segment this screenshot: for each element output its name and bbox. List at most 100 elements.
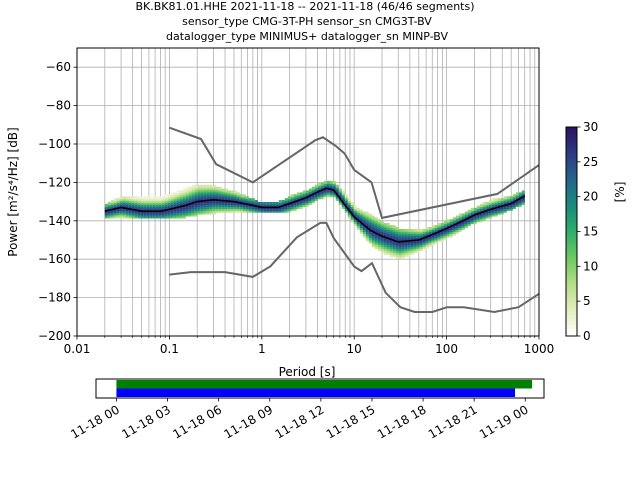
- histogram-cell: [110, 211, 114, 215]
- histogram-cell: [380, 221, 384, 225]
- histogram-cell: [419, 234, 423, 238]
- histogram-cell: [437, 227, 441, 230]
- histogram-cell: [353, 219, 357, 223]
- mode-curve-layer: [104, 187, 526, 243]
- histogram-cell: [383, 240, 387, 244]
- histogram-cell: [188, 203, 192, 207]
- histogram-cell: [491, 205, 495, 209]
- histogram-cell: [383, 242, 387, 246]
- histogram-cell: [149, 203, 153, 207]
- histogram-cell: [146, 215, 150, 219]
- histogram-cell: [413, 246, 417, 250]
- histogram-cell: [131, 205, 135, 209]
- histogram-cell: [221, 190, 225, 194]
- histogram-cell: [176, 209, 180, 213]
- histogram-cell: [512, 202, 516, 205]
- histogram-cell: [140, 198, 144, 202]
- histogram-cell: [161, 215, 165, 219]
- histogram-cell: [437, 236, 441, 240]
- histogram-cell: [383, 234, 387, 238]
- histogram-cell: [404, 228, 408, 232]
- histogram-cell: [311, 200, 315, 204]
- histogram-cell: [176, 213, 180, 217]
- histogram-cell: [431, 234, 435, 238]
- histogram-cell: [194, 190, 198, 194]
- histogram-cell: [368, 234, 372, 238]
- histogram-cell: [509, 203, 513, 207]
- histogram-cell: [146, 205, 150, 209]
- histogram-cell: [473, 217, 477, 221]
- histogram-cell: [224, 194, 228, 198]
- histogram-cell: [107, 211, 111, 215]
- histogram-cell: [200, 209, 204, 213]
- histogram-cell: [269, 209, 273, 213]
- histogram-cell: [377, 234, 381, 238]
- histogram-cell: [398, 230, 402, 234]
- histogram-cell: [416, 242, 420, 246]
- histogram-cell: [197, 184, 201, 188]
- histogram-cell: [143, 215, 147, 219]
- histogram-cell: [386, 230, 390, 234]
- histogram-cell: [215, 202, 219, 205]
- histogram-cell: [245, 202, 249, 205]
- histogram-cell: [341, 198, 345, 202]
- histogram-cell: [368, 221, 372, 225]
- histogram-cell: [434, 238, 438, 242]
- histogram-cell: [416, 236, 420, 240]
- histogram-cell: [338, 202, 342, 205]
- histogram-cell: [131, 203, 135, 207]
- histogram-cell: [359, 211, 363, 215]
- histogram-cell: [107, 202, 111, 205]
- histogram-cell: [251, 209, 255, 213]
- histogram-cell: [194, 198, 198, 202]
- histogram-cell: [398, 238, 402, 242]
- histogram-cell: [419, 240, 423, 244]
- histogram-cell: [518, 200, 522, 204]
- histogram-cell: [377, 227, 381, 230]
- histogram-cell: [200, 192, 204, 196]
- histogram-cell: [269, 203, 273, 207]
- histogram-cell: [239, 209, 243, 213]
- histogram-cell: [410, 248, 414, 252]
- histogram-cell: [110, 215, 114, 219]
- histogram-cell: [224, 196, 228, 200]
- histogram-cell: [440, 234, 444, 238]
- histogram-cell: [356, 225, 360, 229]
- histogram-cell: [296, 200, 300, 204]
- histogram-cell: [389, 253, 393, 257]
- histogram-cell: [296, 203, 300, 207]
- histogram-cell: [206, 205, 210, 209]
- histogram-cell: [239, 198, 243, 202]
- histogram-cell: [191, 190, 195, 194]
- histogram-cell: [404, 230, 408, 234]
- histogram-cell: [443, 230, 447, 234]
- x-tick-label: 100: [435, 342, 458, 356]
- histogram-cell: [122, 209, 126, 213]
- histogram-cell: [131, 198, 135, 202]
- histogram-cell: [347, 205, 351, 209]
- histogram-cell: [158, 202, 162, 205]
- histogram-cell: [203, 205, 207, 209]
- histogram-cell: [227, 209, 231, 213]
- histogram-cell: [149, 215, 153, 219]
- histogram-cell: [461, 223, 465, 227]
- histogram-cell: [500, 211, 504, 215]
- histogram-cell: [146, 200, 150, 204]
- histogram-cell: [221, 205, 225, 209]
- histogram-cell: [236, 202, 240, 205]
- histogram-cell: [377, 242, 381, 246]
- histogram-cell: [452, 219, 456, 223]
- histogram-cell: [140, 202, 144, 205]
- histogram-cell: [392, 244, 396, 248]
- histogram-cell: [152, 205, 156, 209]
- histogram-cell: [236, 198, 240, 202]
- histogram-cell: [158, 196, 162, 200]
- histogram-cell: [419, 232, 423, 236]
- histogram-cell: [413, 230, 417, 234]
- histogram-cell: [338, 192, 342, 196]
- histogram-cell: [515, 192, 519, 196]
- histogram-cell: [401, 246, 405, 250]
- histogram-cell: [383, 225, 387, 229]
- histogram-cell: [467, 209, 471, 213]
- x-tick-label: 0.1: [160, 342, 179, 356]
